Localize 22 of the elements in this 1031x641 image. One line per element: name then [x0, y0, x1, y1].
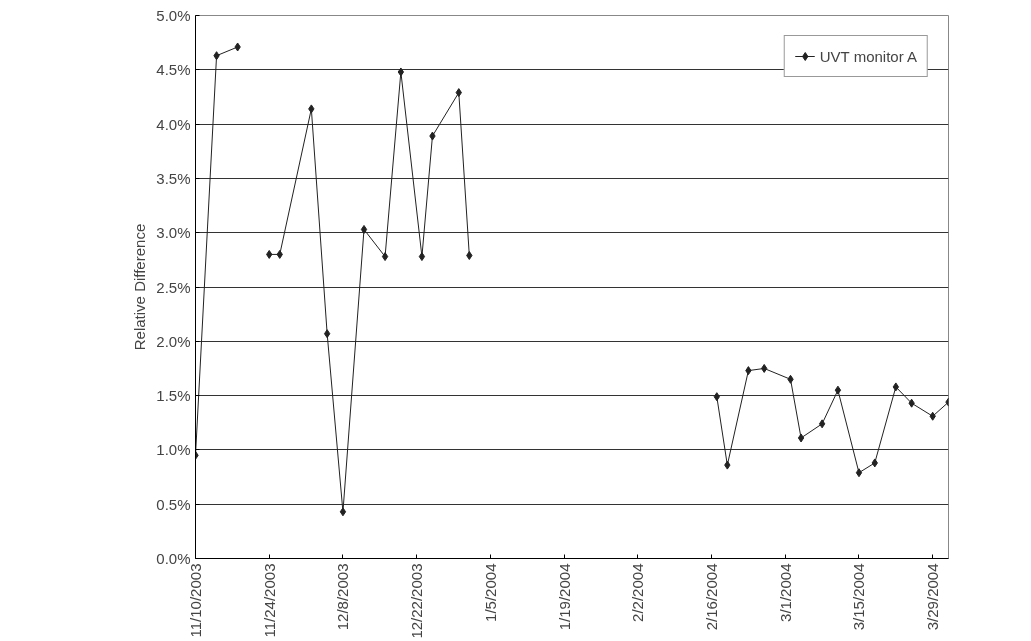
y-tick-label: 4.0% [156, 115, 191, 133]
x-tick-label: 2/2/2004 [629, 563, 647, 622]
y-tick-label: 3.5% [156, 169, 191, 187]
x-tick-label: 3/1/2004 [776, 563, 794, 622]
y-tick-label: 2.0% [156, 332, 191, 350]
x-tick-label: 2/16/2004 [703, 563, 721, 631]
x-tick-label: 3/15/2004 [850, 563, 868, 631]
x-tick-label: 12/22/2003 [408, 563, 426, 639]
x-tick-label: 3/29/2004 [924, 563, 942, 631]
legend-label: UVT monitor A [819, 47, 917, 65]
y-tick-label: 3.0% [156, 224, 191, 242]
y-tick-label: 1.0% [156, 441, 191, 459]
x-tick-label: 11/24/2003 [260, 563, 278, 638]
x-tick-label: 1/19/2004 [555, 563, 573, 631]
x-tick-label: 1/5/2004 [481, 563, 499, 622]
y-axis-title: Relative Difference [131, 223, 149, 351]
x-tick-label: 12/8/2003 [334, 563, 352, 631]
y-tick-label: 0.5% [156, 495, 191, 513]
y-tick-label: 2.5% [156, 278, 191, 296]
y-tick-label: 5.0% [156, 7, 191, 24]
y-tick-label: 4.5% [156, 61, 191, 79]
y-tick-label: 1.5% [156, 387, 191, 405]
